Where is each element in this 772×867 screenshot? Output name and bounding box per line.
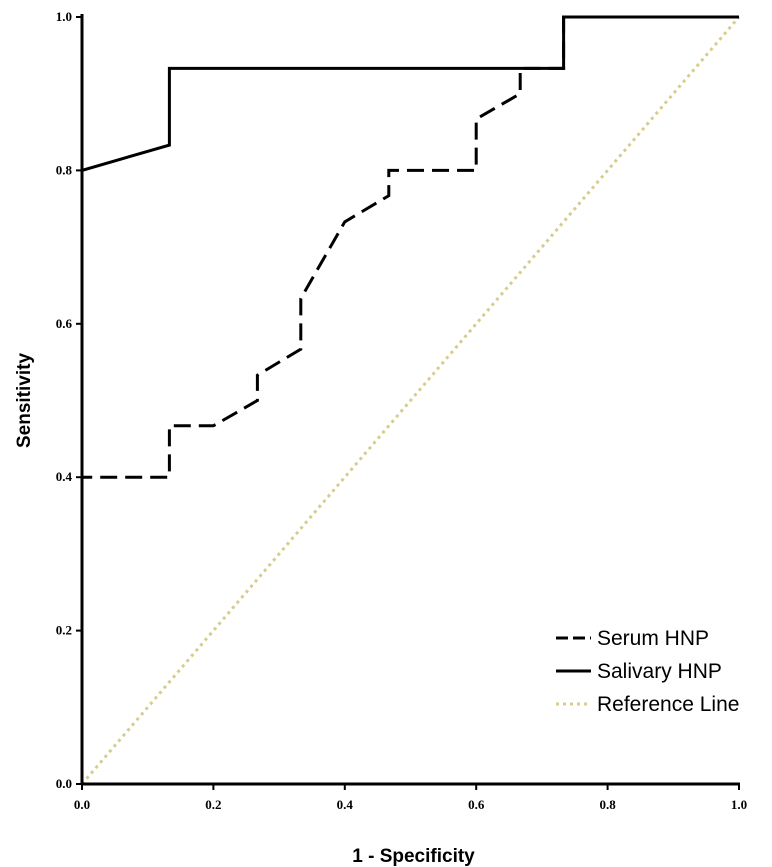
x-axis-title: 1 - Specificity (352, 846, 475, 867)
x-tick-label: 0.6 (468, 797, 485, 812)
x-tick-label: 0.2 (205, 797, 221, 812)
series-line-1 (80, 15, 739, 784)
legend: Serum HNP Salivary HNP Reference Line (556, 627, 739, 716)
x-tick-label: 0.4 (337, 797, 354, 812)
legend-label-1: Serum HNP (597, 627, 709, 650)
axes (80, 14, 740, 786)
y-tick-label: 0.6 (56, 316, 73, 331)
y-tick-label: 0.8 (56, 162, 73, 177)
axis-ticks: 0.0 0.2 0.4 0.6 0.8 1.0 0.0 0.2 0.4 0.6 0.8 1.0 (56, 9, 747, 812)
legend-label-3: Reference Line (597, 693, 739, 716)
legend-label-2: Salivary HNP (597, 660, 722, 683)
y-axis-title: Sensitivity (14, 353, 35, 448)
x-tick-label: 0.0 (74, 797, 90, 812)
series-line-3 (80, 16, 741, 785)
y-tick-label: 0.0 (56, 776, 72, 791)
y-tick-label: 1.0 (56, 9, 72, 24)
reference-layer (80, 16, 741, 785)
y-tick-label: 0.2 (56, 623, 72, 638)
y-tick-label: 0.4 (56, 469, 73, 484)
x-tick-label: 0.8 (599, 797, 616, 812)
x-tick-label: 1.0 (731, 797, 747, 812)
